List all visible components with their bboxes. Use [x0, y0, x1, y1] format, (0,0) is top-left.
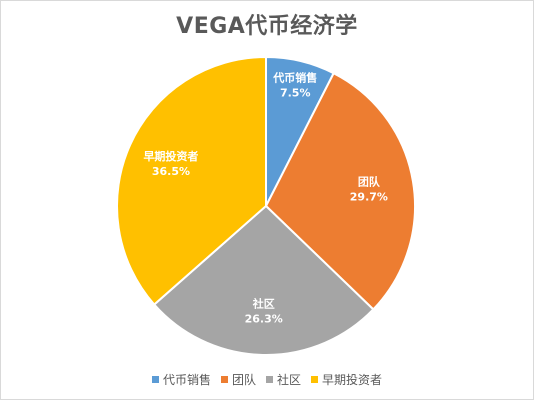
legend-label-1: 团队 — [231, 373, 256, 387]
slice-category-label-3: 早期投资者 — [143, 149, 198, 163]
legend-label-2: 社区 — [277, 373, 302, 387]
legend-item-1: 团队 — [220, 371, 256, 388]
slice-category-label-2: 社区 — [252, 296, 275, 310]
pie-slice-2 — [152, 204, 375, 356]
legend-item-0: 代币销售 — [151, 371, 211, 388]
legend-item-3: 早期投资者 — [311, 371, 382, 388]
slice-value-label-3: 36.5% — [152, 165, 190, 178]
slice-value-label-0: 7.5% — [280, 86, 311, 99]
legend-swatch-1 — [220, 376, 228, 383]
legend-swatch-2 — [266, 376, 273, 383]
slice-value-label-1: 29.7% — [350, 191, 388, 204]
legend-item-2: 社区 — [266, 371, 301, 388]
legend-label-3: 早期投资者 — [322, 373, 383, 387]
pie-slice-1 — [264, 71, 416, 311]
pie-slice-3 — [116, 55, 267, 306]
legend-swatch-3 — [311, 376, 319, 383]
chart-title: VEGA代币经济学 — [176, 14, 358, 39]
legend-swatch-0 — [151, 376, 159, 383]
legend: 代币销售 团队 社区 早期投资者 — [0, 371, 534, 388]
slice-category-label-1: 团队 — [358, 175, 381, 189]
slice-category-label-0: 代币销售 — [272, 70, 317, 84]
legend-label-0: 代币销售 — [162, 373, 211, 387]
slice-value-label-2: 26.3% — [245, 312, 283, 325]
